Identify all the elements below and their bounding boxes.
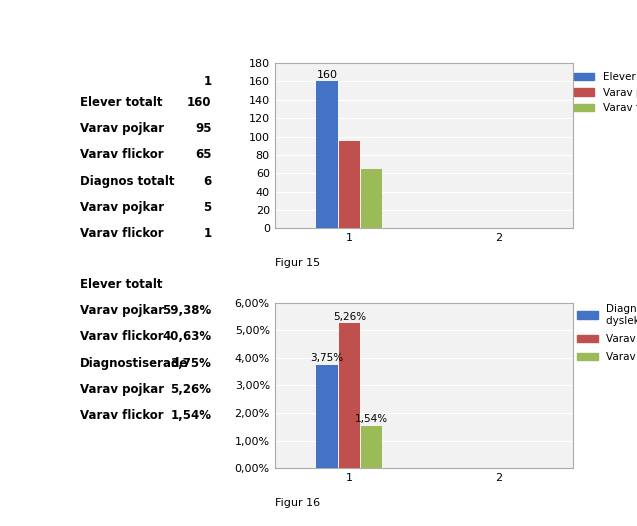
Text: Varav pojkar: Varav pojkar (80, 304, 164, 317)
Text: 1: 1 (203, 227, 211, 240)
Text: Varav flickor: Varav flickor (80, 330, 163, 343)
Text: Elever totalt: Elever totalt (80, 96, 162, 108)
Text: 3,75%: 3,75% (171, 357, 211, 370)
Text: Varav pojkar: Varav pojkar (80, 201, 164, 214)
Text: Diagnos totalt: Diagnos totalt (80, 175, 174, 187)
Text: Figur 16: Figur 16 (275, 498, 320, 508)
Legend: Diagnostiserade
dyslektiker  totalt, Varav pojkar, Varav flickor: Diagnostiserade dyslektiker totalt, Vara… (573, 300, 637, 367)
Text: Varav flickor: Varav flickor (80, 227, 163, 240)
Text: 5: 5 (203, 201, 211, 214)
Legend: Elever totalt, Varav pojkar, Varav flickor: Elever totalt, Varav pojkar, Varav flick… (569, 68, 637, 117)
Text: 40,63%: 40,63% (162, 330, 211, 343)
Text: 95: 95 (195, 122, 211, 135)
Bar (317, 82, 338, 228)
Bar (339, 323, 360, 468)
Text: 5,26%: 5,26% (333, 312, 366, 322)
Text: 1: 1 (203, 75, 211, 88)
Text: 6: 6 (203, 175, 211, 187)
Text: Varav pojkar: Varav pojkar (80, 383, 164, 396)
Text: Varav flickor: Varav flickor (80, 409, 163, 422)
Bar (339, 141, 360, 228)
Bar (361, 426, 382, 468)
Text: Diagnostiserade: Diagnostiserade (80, 357, 188, 370)
Text: 5,26%: 5,26% (171, 383, 211, 396)
Text: Figur 15: Figur 15 (275, 258, 320, 268)
Bar (317, 365, 338, 468)
Text: Varav pojkar: Varav pojkar (80, 122, 164, 135)
Text: 59,38%: 59,38% (162, 304, 211, 317)
Text: 1,54%: 1,54% (171, 409, 211, 422)
Text: 65: 65 (195, 148, 211, 161)
Text: 160: 160 (187, 96, 211, 108)
Text: 1,54%: 1,54% (355, 414, 389, 424)
Text: Elever totalt: Elever totalt (80, 278, 162, 291)
Text: 160: 160 (317, 69, 338, 79)
Text: 3,75%: 3,75% (310, 353, 343, 363)
Bar (361, 169, 382, 228)
Text: Varav flickor: Varav flickor (80, 148, 163, 161)
